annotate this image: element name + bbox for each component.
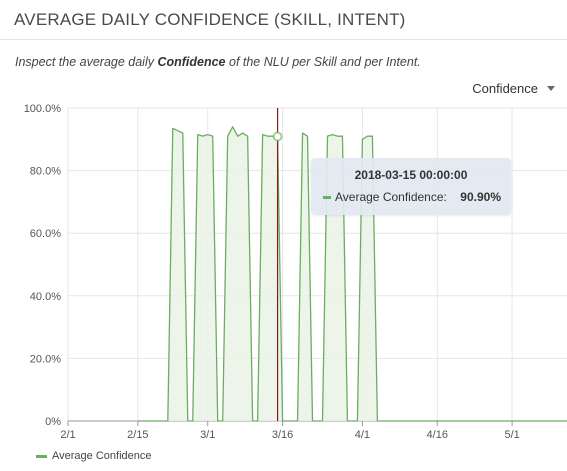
title-divider bbox=[0, 39, 567, 40]
tooltip-series-label: Average Confidence: bbox=[335, 190, 447, 204]
description-text-start: Inspect the average daily bbox=[15, 55, 158, 69]
tooltip-row: Average Confidence: 90.90% bbox=[323, 190, 501, 204]
x-tick-label: 2/15 bbox=[127, 429, 148, 441]
legend-series-swatch bbox=[36, 454, 47, 458]
y-tick-label: 60.0% bbox=[30, 228, 61, 240]
metric-dropdown-value: Confidence bbox=[472, 81, 538, 96]
legend-series-label: Average Confidence bbox=[52, 450, 152, 462]
x-tick-label: 4/16 bbox=[427, 429, 448, 441]
y-tick-label: 40.0% bbox=[30, 291, 61, 303]
x-tick-label: 4/1 bbox=[355, 429, 370, 441]
tooltip-value: 90.90% bbox=[460, 190, 501, 204]
x-tick-label: 3/1 bbox=[200, 429, 215, 441]
y-tick-label: 0% bbox=[45, 416, 61, 428]
series-line bbox=[137, 126, 567, 422]
tooltip-series-swatch bbox=[323, 195, 331, 199]
description-text-end: of the NLU per Skill and per Intent. bbox=[225, 55, 421, 69]
y-tick-label: 100.0% bbox=[24, 103, 62, 115]
y-tick-label: 80.0% bbox=[30, 166, 61, 178]
panel-description: Inspect the average daily Confidence of … bbox=[15, 55, 421, 69]
panel-title: AVERAGE DAILY CONFIDENCE (SKILL, INTENT) bbox=[14, 10, 406, 29]
chart-tooltip: 2018-03-15 00:00:00 Average Confidence: … bbox=[311, 158, 511, 215]
chart-legend[interactable]: Average Confidence bbox=[36, 450, 151, 462]
caret-down-icon bbox=[547, 86, 555, 91]
x-tick-label: 5/1 bbox=[504, 429, 519, 441]
x-tick-label: 3/16 bbox=[272, 429, 293, 441]
metric-dropdown[interactable]: Confidence bbox=[472, 81, 555, 96]
y-tick-label: 20.0% bbox=[30, 353, 61, 365]
tooltip-date: 2018-03-15 00:00:00 bbox=[354, 168, 468, 182]
description-emphasis: Confidence bbox=[157, 55, 226, 69]
series-area-fill bbox=[137, 126, 567, 421]
x-tick-label: 2/1 bbox=[60, 429, 75, 441]
hover-data-point bbox=[272, 131, 283, 142]
